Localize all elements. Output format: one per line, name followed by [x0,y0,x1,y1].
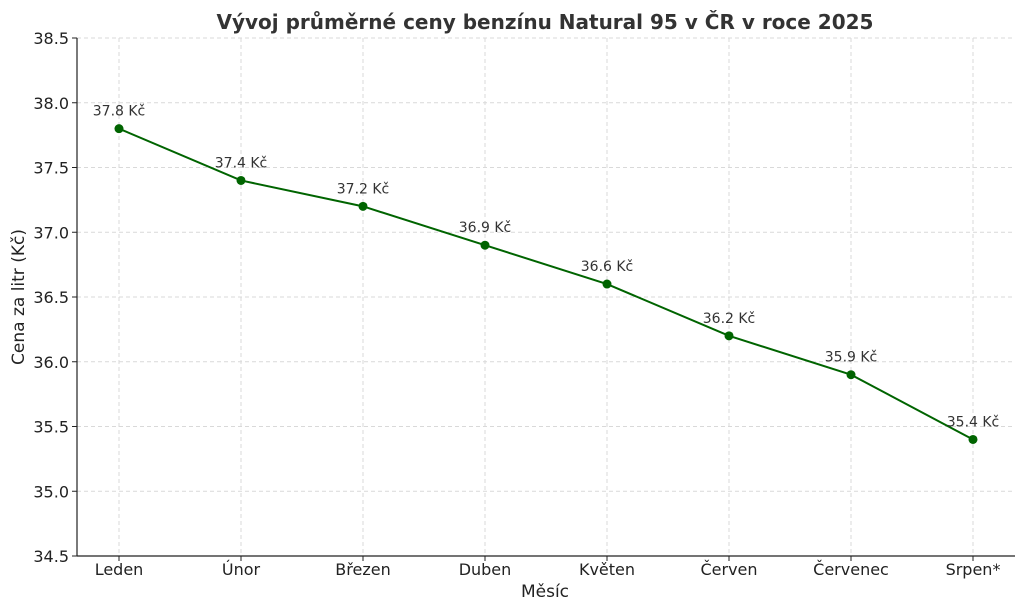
data-label: 37.4 Kč [215,155,268,171]
data-label: 37.8 Kč [93,104,146,120]
x-tick-label: Květen [579,560,635,579]
data-point [480,240,490,250]
y-tick-label: 38.5 [33,29,69,48]
x-tick-label: Červenec [813,560,889,579]
data-label: 36.6 Kč [581,259,634,275]
y-tick-label: 36.0 [33,353,69,372]
y-tick-label: 37.5 [33,159,69,178]
data-label: 35.9 Kč [825,350,878,366]
data-label: 36.2 Kč [703,311,756,327]
x-tick-label: Březen [335,560,390,579]
y-tick-label: 36.5 [33,288,69,307]
x-axis-ticks: Leden Únor Březen Duben Květen Červen Červenec… [95,556,1001,579]
x-axis-label: Měsíc [521,582,569,602]
data-point [602,279,612,289]
y-tick-label: 34.5 [33,547,69,566]
x-tick-label: Duben [459,560,512,579]
data-point [358,201,368,211]
y-axis-ticks: 34.5 35.0 35.5 36.0 36.5 37.0 37.5 38.0 38.5 [33,29,77,566]
data-point [968,434,978,444]
series-price [114,124,978,444]
data-point [724,331,734,341]
data-point [846,370,856,380]
y-tick-label: 35.5 [33,418,69,437]
x-tick-label: Srpen* [946,560,1001,579]
data-point [114,124,124,134]
x-tick-label: Červen [700,560,757,579]
grid [77,37,1015,557]
x-tick-label: Únor [222,560,261,579]
y-axis-label: Cena za litr (Kč) [9,229,29,365]
y-tick-label: 37.0 [33,223,69,242]
data-label: 36.9 Kč [459,220,512,236]
data-label: 35.4 Kč [947,414,1000,430]
chart-title: Vývoj průměrné ceny benzínu Natural 95 v… [217,10,874,34]
y-tick-label: 38.0 [33,94,69,113]
data-point [236,175,246,185]
series-line [118,127,974,441]
x-tick-label: Leden [95,560,144,579]
data-label: 37.2 Kč [337,181,390,197]
data-labels: 37.8 Kč 37.4 Kč 37.2 Kč 36.9 Kč 36.6 Kč 36.2 … [93,104,1000,431]
y-tick-label: 35.0 [33,482,69,501]
